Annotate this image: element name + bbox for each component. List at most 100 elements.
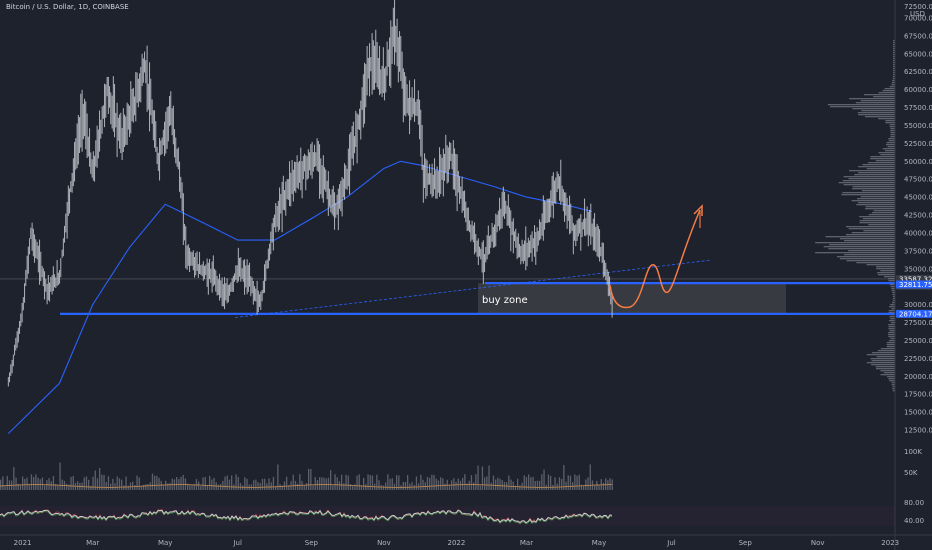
y-tick-label: 20000.00 [904, 373, 932, 381]
volume-bar [415, 476, 418, 490]
volume-bar [536, 480, 539, 490]
profile-bar [885, 120, 895, 122]
volume-bar [429, 477, 431, 490]
volume-bar [433, 475, 435, 490]
profile-bar [871, 364, 895, 366]
volume-bar [272, 477, 275, 490]
profile-bar [878, 92, 895, 94]
profile-bar [873, 96, 895, 98]
volume-bar [94, 470, 96, 490]
profile-bar [852, 186, 895, 188]
volume-bar [176, 477, 178, 490]
volume-bar [448, 484, 451, 490]
profile-bar [842, 180, 895, 182]
volume-bar [602, 482, 605, 490]
y-tick-label: 42500.00 [904, 212, 932, 220]
y-tick-label: 57500.00 [904, 104, 932, 112]
profile-bar [884, 88, 895, 90]
volume-bar [169, 483, 171, 490]
profile-bar [870, 358, 895, 360]
volume-bar [431, 474, 433, 490]
volume-bar [341, 474, 343, 490]
profile-bar [888, 138, 895, 140]
volume-bar [365, 484, 367, 490]
profile-bar [861, 110, 895, 112]
volume-bar [228, 479, 231, 490]
volume-bar [6, 476, 8, 490]
volume-bar [41, 477, 44, 490]
volume-bar [279, 484, 281, 490]
profile-bar [846, 234, 895, 236]
profile-bar [849, 98, 895, 100]
profile-bar [843, 184, 895, 186]
volume-bar [345, 474, 347, 490]
volume-bar [156, 475, 158, 490]
profile-bar [830, 106, 895, 108]
y-tick-label: 37500.00 [904, 247, 932, 255]
profile-bar [880, 270, 895, 272]
profile-bar [888, 378, 895, 380]
volume-bar [13, 467, 15, 490]
volume-bar [268, 478, 270, 490]
price-bars [7, 0, 613, 387]
y-tick-label: 47500.00 [904, 176, 932, 184]
profile-bar [866, 168, 895, 170]
volume-bar [495, 479, 497, 490]
volume-bar [585, 479, 587, 490]
profile-bar [878, 118, 895, 120]
volume-bar [530, 477, 532, 490]
profile-bar [889, 320, 895, 322]
volume-bar [264, 478, 266, 490]
volume-tick-label: 50K [904, 469, 918, 477]
volume-bar [343, 483, 345, 490]
volume-bar [151, 473, 154, 490]
volume-bar [611, 479, 613, 490]
profile-bar [856, 204, 895, 206]
y-axis-unit: USD [910, 10, 925, 18]
price-axis[interactable]: 72500.00USD 12500.00 15000.00 17500.00 20000… [894, 0, 932, 550]
time-axis[interactable]: 2021 Mar May Jul Sep Nov 2022 Mar May Jul Sep Nov 20… [0, 534, 932, 547]
x-tick-label: May [158, 539, 172, 547]
profile-bar [858, 114, 895, 116]
volume-bar [110, 483, 112, 490]
profile-bar [876, 368, 895, 370]
rsi-tick-label: 40.00 [904, 517, 924, 525]
volume-bar [4, 485, 6, 490]
volume-bar [470, 475, 473, 490]
volume-bar [44, 485, 46, 490]
profile-bar [892, 296, 895, 298]
profile-bar [889, 330, 895, 332]
volume-bar [77, 481, 79, 490]
volume-bar [561, 478, 563, 490]
volume-bar [519, 485, 521, 490]
profile-bar [875, 160, 895, 162]
profile-bar [862, 190, 895, 192]
y-tick-label: 55000.00 [904, 122, 932, 130]
volume-bar [266, 483, 268, 490]
symbol-title: Bitcoin / U.S. Dollar, 1D, COINBASE [6, 3, 129, 11]
volume-bar [61, 479, 63, 490]
profile-bar [888, 326, 895, 328]
volume-bar [244, 477, 246, 490]
profile-bar [892, 300, 895, 302]
projection-path [609, 209, 701, 309]
volume-bar [85, 476, 88, 490]
profile-bar [890, 136, 895, 138]
volume-bar [231, 475, 233, 490]
volume-bar [605, 478, 607, 490]
rsi-band [0, 506, 895, 526]
volume-bar [277, 464, 279, 490]
volume-bar [440, 477, 442, 490]
volume-bar [308, 468, 310, 490]
buy-zone-label: buy zone [482, 295, 528, 306]
volume-bar [404, 482, 407, 490]
profile-bar [893, 74, 895, 76]
profile-bar [890, 338, 895, 340]
volume-bar [510, 479, 512, 490]
volume-bar [541, 474, 543, 490]
volume-bar [422, 479, 424, 490]
profile-bar [893, 46, 895, 48]
volume-bar [297, 483, 299, 490]
volume-bar [15, 477, 17, 490]
